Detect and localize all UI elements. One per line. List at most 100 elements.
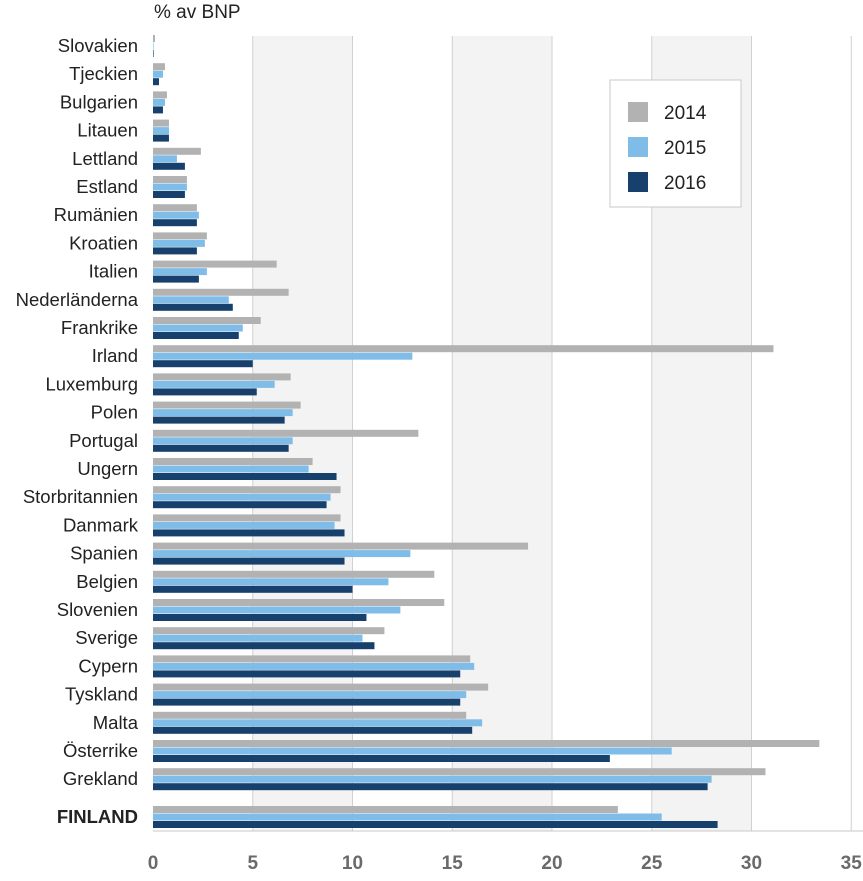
legend: 2014 2015 2016 bbox=[609, 79, 742, 208]
bar-2015 bbox=[153, 324, 243, 332]
bar-2016 bbox=[153, 557, 345, 565]
bar-2015 bbox=[153, 521, 335, 529]
bar-2014 bbox=[153, 317, 261, 324]
bar-2016 bbox=[153, 529, 345, 537]
bar-2016 bbox=[153, 726, 473, 734]
bar-2014 bbox=[153, 655, 471, 663]
category-label: Grekland bbox=[63, 768, 138, 789]
bar-2015 bbox=[153, 747, 672, 755]
bar-2014 bbox=[153, 176, 187, 183]
bar-2015 bbox=[153, 606, 401, 614]
bar-2016 bbox=[153, 416, 285, 424]
category-label: Belgien bbox=[76, 571, 138, 592]
bar-2014 bbox=[153, 288, 289, 296]
bar-2014 bbox=[153, 711, 467, 719]
legend-label: 2016 bbox=[664, 173, 706, 194]
x-tick-label: 20 bbox=[541, 853, 562, 874]
bar-2015 bbox=[153, 296, 229, 304]
legend-swatch bbox=[628, 102, 648, 122]
bar-2015 bbox=[153, 691, 467, 699]
bar-2014 bbox=[153, 147, 201, 155]
bar-2016 bbox=[153, 473, 337, 480]
bar-2016 bbox=[153, 50, 154, 57]
bar-2014 bbox=[153, 429, 419, 437]
bar-2014 bbox=[153, 345, 774, 353]
x-tick-label: 35 bbox=[841, 853, 863, 874]
bar-2015 bbox=[153, 352, 413, 360]
bar-2016 bbox=[153, 388, 257, 396]
bar-2015 bbox=[153, 493, 331, 501]
bar-2016 bbox=[153, 698, 461, 706]
bars bbox=[153, 35, 820, 828]
category-label: Nederländerna bbox=[16, 289, 139, 310]
bar-2015 bbox=[153, 662, 475, 670]
bar-2016 bbox=[153, 360, 253, 368]
bar-2014 bbox=[153, 458, 313, 465]
bar-2014 bbox=[153, 486, 341, 494]
bar-2014 bbox=[153, 683, 489, 691]
bar-2016 bbox=[153, 444, 289, 452]
bar-2014 bbox=[153, 806, 618, 813]
category-label: Sverige bbox=[75, 627, 138, 648]
category-label: Spanien bbox=[70, 543, 138, 564]
bar-2015 bbox=[153, 813, 662, 821]
x-tick-labels: 0 5 10 15 20 25 30 35 bbox=[148, 853, 863, 874]
bar-2015 bbox=[153, 719, 483, 727]
category-label: Irland bbox=[92, 345, 138, 366]
legend-swatch bbox=[628, 172, 648, 192]
category-labels: Slovakien Tjeckien Bulgarien Litauen Lettlan… bbox=[16, 35, 139, 827]
category-label: Frankrike bbox=[61, 317, 138, 338]
bar-2014 bbox=[153, 542, 529, 550]
x-tick-label: 15 bbox=[442, 853, 464, 874]
bar-2014 bbox=[153, 373, 291, 381]
bar-2015 bbox=[153, 465, 309, 473]
category-label: Slovenien bbox=[57, 599, 138, 620]
category-label: Italien bbox=[89, 261, 138, 282]
x-tick-label: 5 bbox=[247, 853, 258, 874]
bar-2014 bbox=[153, 91, 167, 99]
unit-label: % av BNP bbox=[154, 2, 241, 23]
bar-2015 bbox=[153, 775, 712, 783]
bar-2016 bbox=[153, 642, 375, 650]
bar-2014 bbox=[153, 768, 766, 776]
bar-2015 bbox=[153, 550, 411, 558]
category-label: FINLAND bbox=[57, 806, 138, 827]
bar-2016 bbox=[153, 755, 610, 762]
legend-swatch bbox=[628, 137, 648, 157]
bar-2014 bbox=[153, 514, 341, 522]
category-label: Luxemburg bbox=[45, 373, 138, 394]
bar-2015 bbox=[153, 70, 163, 78]
bar-2014 bbox=[153, 740, 820, 747]
category-label: Tyskland bbox=[65, 684, 138, 705]
bar-2014 bbox=[153, 627, 385, 635]
category-label: Danmark bbox=[63, 514, 139, 535]
bar-2015 bbox=[153, 183, 187, 191]
bar-2016 bbox=[153, 247, 197, 255]
bar-2016 bbox=[153, 275, 199, 283]
bar-2015 bbox=[153, 409, 293, 417]
bar-2015 bbox=[153, 268, 207, 276]
bar-2015 bbox=[153, 578, 389, 586]
x-tick-label: 30 bbox=[741, 853, 762, 874]
legend-label: 2014 bbox=[664, 103, 707, 124]
bar-2014 bbox=[153, 63, 165, 71]
bar-2015 bbox=[153, 155, 177, 163]
bar-2016 bbox=[153, 614, 367, 621]
bar-2014 bbox=[153, 35, 155, 42]
bar-2014 bbox=[153, 570, 435, 578]
bar-2016 bbox=[153, 501, 327, 509]
bar-2014 bbox=[153, 119, 169, 127]
category-label: Litauen bbox=[77, 120, 138, 141]
legend-label: 2015 bbox=[664, 138, 706, 159]
category-label: Tjeckien bbox=[69, 63, 138, 84]
bar-2016 bbox=[153, 162, 185, 170]
category-label: Slovakien bbox=[58, 35, 138, 56]
bar-2015 bbox=[153, 127, 169, 135]
category-label: Cypern bbox=[78, 655, 138, 676]
category-label: Rumänien bbox=[54, 204, 138, 225]
bar-2016 bbox=[153, 106, 163, 114]
bar-2015 bbox=[153, 634, 363, 642]
x-tick-label: 25 bbox=[641, 853, 663, 874]
category-label: Malta bbox=[93, 712, 139, 733]
